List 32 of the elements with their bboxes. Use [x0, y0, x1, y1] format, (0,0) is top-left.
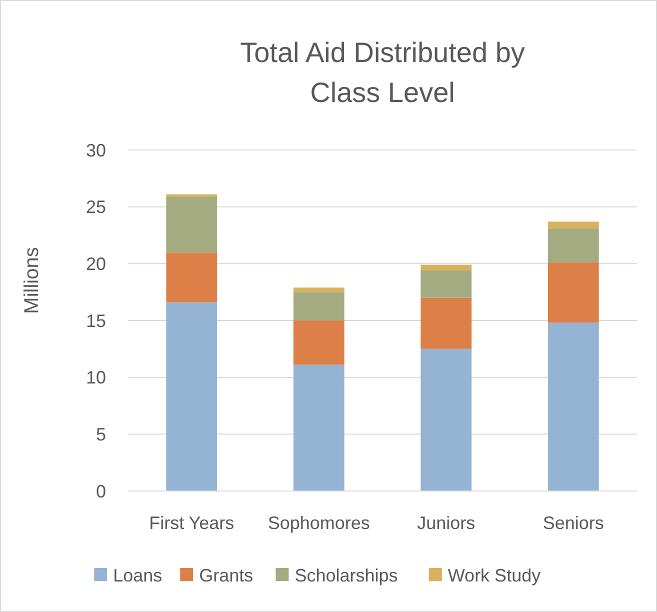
bar [166, 196, 218, 252]
legend-label: Grants [199, 565, 254, 586]
bar [420, 270, 472, 298]
bar [548, 262, 599, 323]
bar [166, 302, 218, 491]
y-tick-label: 15 [86, 310, 106, 331]
bar [293, 320, 344, 365]
x-tick-label: Seniors [542, 513, 604, 533]
y-tick-label: 10 [86, 368, 106, 388]
y-tick-label: 20 [86, 254, 106, 274]
bar [420, 264, 472, 270]
x-tick-label: First Years [149, 513, 234, 533]
y-tick-label: 25 [86, 197, 106, 218]
x-tick-label: Juniors [417, 513, 476, 533]
legend-label: Loans [113, 565, 162, 586]
y-tick-label: 30 [86, 140, 106, 160]
bar [293, 288, 344, 292]
bar [548, 222, 599, 228]
bar [166, 252, 218, 302]
legend-label: Scholarships [294, 565, 398, 586]
bar [293, 292, 344, 320]
bar [420, 298, 472, 349]
y-tick-label: 5 [96, 424, 106, 444]
bar [548, 228, 599, 263]
bar [293, 364, 344, 491]
x-tick-label: Sophomores [268, 513, 370, 533]
bar [548, 322, 599, 491]
chart-title: Total Aid Distributed by Class Level [240, 37, 525, 108]
y-tick-label: 0 [96, 481, 106, 502]
legend-label: Work Study [448, 565, 541, 586]
bar [420, 348, 472, 491]
y-axis-title: Millions [21, 247, 43, 314]
